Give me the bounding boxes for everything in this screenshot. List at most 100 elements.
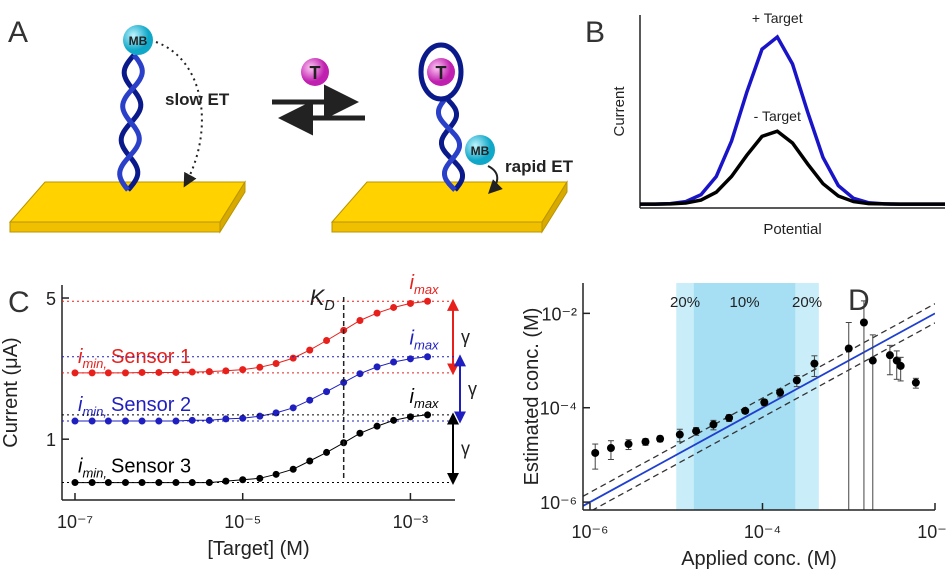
point [290,466,297,473]
mb-label: MB [471,144,490,158]
point [172,418,179,425]
annotation: imax [410,386,440,411]
plot-area [583,283,935,515]
point [676,431,684,439]
band-label: 10% [730,294,760,311]
slow-et-arrow [156,42,202,185]
annotation-sub: max [414,396,439,411]
point [424,353,431,360]
point [306,347,313,354]
gamma-label: γ [461,327,470,347]
point [845,345,853,353]
point [189,369,196,376]
point [656,435,664,443]
diagram: A MB slow ET T T MB rapid ET [8,16,574,232]
annotation-sub: min, [82,466,107,481]
x-tick-label: 10⁻⁵ [224,512,261,532]
point [206,368,213,375]
y-tick-label: 10⁻⁴ [540,399,577,419]
series-label: + Target [752,10,803,26]
point [886,351,894,359]
point [206,417,213,424]
point [189,479,196,486]
annotation: imax [410,328,440,353]
point [912,379,920,387]
point [760,398,768,406]
point [71,369,78,376]
annotation-sub: max [414,338,439,353]
point [239,415,246,422]
x-tick-label: 10⁻⁴ [744,522,781,542]
point [356,317,363,324]
y-tick-label: 1 [46,430,56,450]
panel-label: A [8,16,28,49]
point [71,418,78,425]
point [323,449,330,456]
annotation: imin,Sensor 1 [78,346,191,371]
point [390,417,397,424]
aptamer [439,98,463,190]
point [189,417,196,424]
target-label: T [436,63,447,83]
point [625,440,633,448]
point [222,415,229,422]
point [323,388,330,395]
x-tick-label: 10⁻² [917,522,947,542]
point [122,479,129,486]
point [869,357,877,365]
series-label: - Target [754,108,801,124]
point [407,300,414,307]
gamma-label: γ [468,379,477,399]
annotation: KD [310,285,335,314]
point [591,449,599,457]
point [407,413,414,420]
point [155,479,162,486]
point [356,370,363,377]
point [897,362,905,370]
point [692,427,700,435]
x-axis-label: [Target] (M) [207,538,309,560]
x-axis-label: Applied conc. (M) [681,548,837,570]
point [424,411,431,418]
point [172,479,179,486]
y-tick-label: 10⁻² [541,304,577,324]
band-label: 20% [670,294,700,311]
point [356,430,363,437]
y-axis-label: Current [611,86,628,137]
point [290,404,297,411]
point [239,476,246,483]
point [810,360,818,368]
point [323,337,330,344]
point [306,457,313,464]
annotation-sub: D [324,298,334,314]
point [122,369,129,376]
panel-label: B [585,16,605,49]
y-axis-label: Estimated conc. (M) [521,308,543,486]
point [122,418,129,425]
point [256,475,263,482]
annotation-main: K [310,285,326,310]
series-label: Sensor 3 [111,456,191,478]
point [222,478,229,485]
point [306,397,313,404]
point [390,304,397,311]
y-tick-label: 5 [46,289,56,309]
point [424,298,431,305]
point [139,418,146,425]
point [256,413,263,420]
point [155,369,162,376]
annotation: imin,Sensor 3 [78,456,191,481]
annotation-sub: max [414,282,439,297]
series-label: Sensor 2 [111,394,191,416]
x-axis-label: Potential [763,221,821,238]
point [776,389,784,397]
panel-label: D [848,284,870,317]
x-tick-label: 10⁻⁶ [572,522,609,542]
electrode [332,182,567,232]
x-tick-label: 10⁻⁷ [57,512,93,532]
point [374,363,381,370]
point [71,479,78,486]
point [172,369,179,376]
point [607,444,615,452]
